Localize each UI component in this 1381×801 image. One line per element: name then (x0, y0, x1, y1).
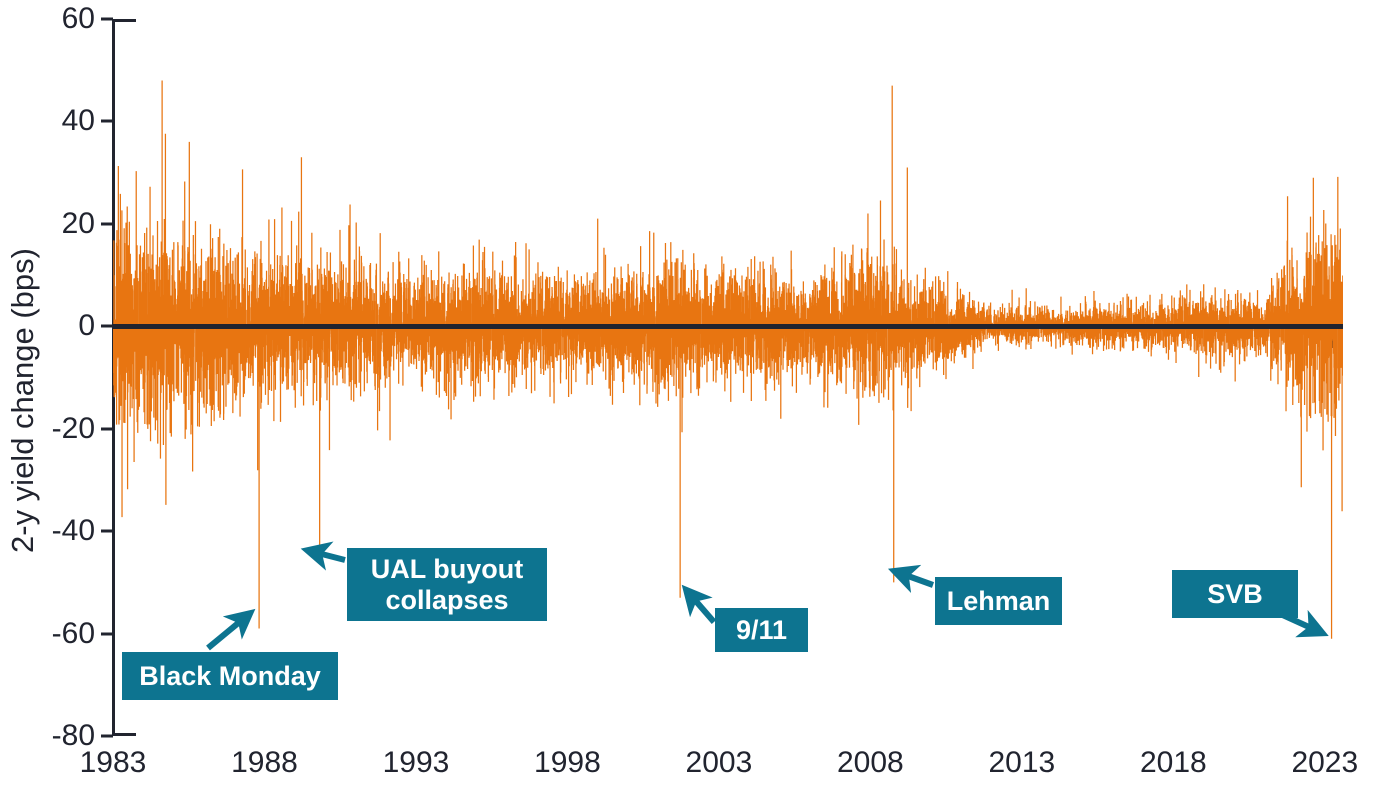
x-tick-label: 2003 (685, 746, 753, 779)
y-tick-label: 20 (61, 206, 95, 240)
x-tick-label: 1988 (231, 746, 298, 779)
annotation-label: Black Monday (139, 660, 321, 691)
y-tick-mark (101, 119, 113, 123)
annotation-black-monday: Black Monday (122, 652, 338, 700)
annotation-label: UAL buyout collapses (370, 554, 524, 615)
annotation-ual-buyout-collapses: UAL buyout collapses (347, 548, 547, 621)
y-tick-label: 0 (78, 309, 95, 343)
y-tick-mark (101, 324, 113, 328)
y-tick-label: -80 (51, 719, 95, 752)
y-tick-mark (101, 529, 113, 533)
y-axis-top-cap (112, 19, 136, 22)
y-tick-mark (101, 17, 113, 21)
annotation-label: 9/11 (735, 614, 788, 645)
y-tick-label: 60 (61, 2, 95, 35)
annotation-label: SVB (1207, 578, 1263, 609)
zero-reference-line (112, 324, 1343, 329)
y-axis-label: 2-y yield change (bps) (5, 248, 40, 553)
y-tick-mark (101, 632, 113, 636)
bar-series (113, 80, 1343, 639)
plot-area (113, 19, 1343, 736)
annotation-label: Lehman (946, 585, 1051, 616)
x-tick-label: 2023 (1291, 746, 1359, 779)
x-tick-label: 1998 (534, 746, 601, 779)
annotation-lehman: Lehman (935, 577, 1062, 625)
x-tick-label: 2013 (988, 746, 1056, 779)
x-tick-label: 1983 (79, 746, 147, 779)
y-tick-label: -60 (51, 616, 95, 650)
x-axis-spine (112, 733, 136, 736)
x-tick-label: 2008 (837, 746, 904, 779)
bar-group (113, 80, 1343, 639)
y-tick-mark (101, 222, 113, 226)
y-tick-mark (101, 427, 113, 431)
y-tick-label: -40 (51, 514, 95, 548)
y-tick-mark (101, 734, 113, 738)
x-tick-label: 2018 (1139, 746, 1207, 779)
annotation-nine-eleven: 9/11 (715, 608, 808, 652)
bar-path (113, 80, 1343, 639)
annotation-svb: SVB (1172, 570, 1298, 618)
x-tick-label: 1993 (382, 746, 450, 779)
y-tick-label: 40 (61, 104, 95, 138)
y-tick-label: -20 (51, 411, 95, 445)
